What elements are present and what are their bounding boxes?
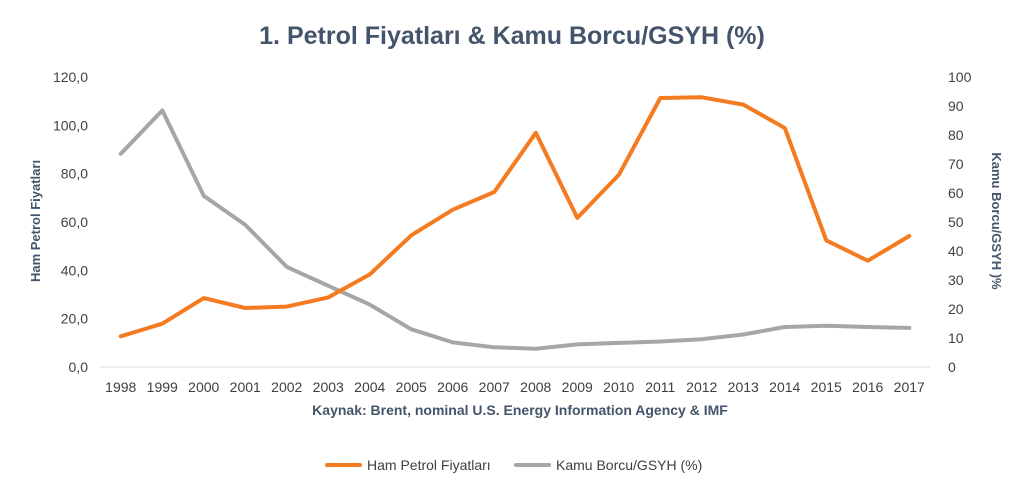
right-y-tick-label: 90	[948, 98, 964, 114]
left-y-tick-label: 100,0	[53, 117, 88, 133]
left-y-axis: 0,0 20,0 40,0 60,0 80,0 100,0 120,0	[53, 69, 88, 375]
legend-label: Kamu Borcu/GSYH (%)	[556, 457, 702, 473]
right-y-tick-label: 30	[948, 272, 964, 288]
right-y-tick-label: 10	[948, 330, 964, 346]
right-y-tick-label: 20	[948, 301, 964, 317]
x-tick-label: 2003	[313, 379, 344, 395]
right-y-tick-label: 80	[948, 127, 964, 143]
x-tick-label: 2011	[645, 379, 675, 395]
x-tick-label: 2017	[894, 379, 925, 395]
x-tick-label: 2007	[479, 379, 510, 395]
left-y-tick-label: 40,0	[61, 262, 88, 278]
right-y-tick-label: 60	[948, 185, 964, 201]
x-tick-label: 2012	[686, 379, 717, 395]
right-y-tick-label: 70	[948, 156, 964, 172]
left-y-tick-label: 20,0	[61, 311, 88, 327]
series-layer	[118, 95, 912, 351]
left-y-tick-label: 80,0	[61, 166, 88, 182]
x-tick-label: 2001	[230, 379, 261, 395]
x-tick-label: 2000	[188, 379, 219, 395]
x-tick-label: 2006	[437, 379, 468, 395]
legend-label: Ham Petrol Fiyatları	[367, 457, 491, 473]
x-tick-label: 2013	[728, 379, 759, 395]
right-y-axis: 0 10 20 30 40 50 60 70 80 90 100	[948, 69, 972, 375]
x-tick-label: 2005	[396, 379, 427, 395]
series-group	[118, 95, 912, 339]
right-y-tick-label: 100	[948, 69, 972, 85]
left-y-tick-label: 120,0	[53, 69, 88, 85]
source-note: Kaynak: Brent, nominal U.S. Energy Infor…	[312, 402, 728, 418]
x-tick-label: 1999	[147, 379, 178, 395]
x-tick-label: 2009	[562, 379, 593, 395]
series-line	[118, 95, 912, 339]
right-axis-title: Kamu Borcu/GSYH )%	[989, 152, 1004, 290]
x-tick-label: 2002	[271, 379, 302, 395]
x-tick-label: 2008	[520, 379, 551, 395]
right-y-tick-label: 0	[948, 359, 956, 375]
x-tick-label: 2014	[769, 379, 800, 395]
chart-title: 1. Petrol Fiyatları & Kamu Borcu/GSYH (%…	[259, 22, 765, 50]
x-tick-label: 1998	[105, 379, 136, 395]
left-y-tick-label: 60,0	[61, 214, 88, 230]
left-y-tick-label: 0,0	[69, 359, 89, 375]
x-tick-label: 2015	[811, 379, 842, 395]
x-tick-label: 2004	[354, 379, 385, 395]
x-tick-label: 2010	[603, 379, 634, 395]
legend: Ham Petrol Fiyatları Kamu Borcu/GSYH (%)	[325, 457, 702, 473]
left-axis-title: Ham Petrol Fiyatları	[28, 160, 43, 282]
right-y-tick-label: 50	[948, 214, 964, 230]
right-y-tick-label: 40	[948, 243, 964, 259]
series-group	[118, 108, 912, 351]
x-tick-label: 2016	[852, 379, 883, 395]
series-line	[118, 108, 912, 351]
x-axis: 1998 1999 2000 2001 2002 2003 2004 2005 2006 2007…	[105, 379, 925, 395]
